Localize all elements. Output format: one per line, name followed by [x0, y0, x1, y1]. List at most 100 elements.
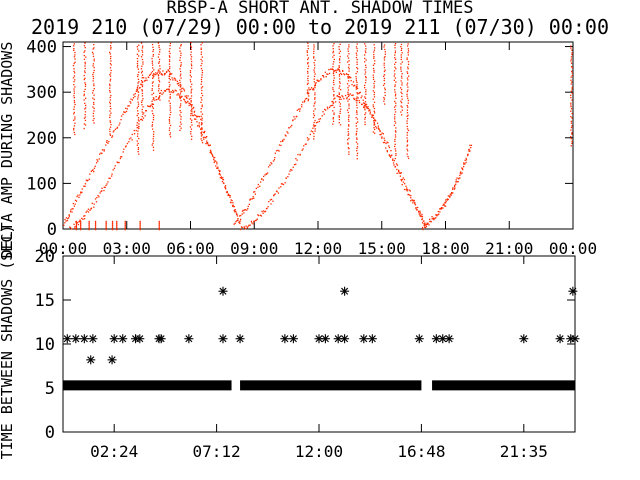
data-point — [222, 177, 224, 179]
data-point — [400, 172, 402, 174]
data-point — [412, 202, 414, 204]
data-point — [141, 58, 144, 61]
data-point — [201, 60, 203, 62]
data-point — [338, 46, 340, 48]
data-point — [405, 185, 407, 187]
data-point — [152, 103, 154, 105]
data-point — [406, 120, 408, 122]
data-point — [138, 127, 140, 130]
data-point — [91, 51, 94, 53]
data-point — [169, 42, 172, 45]
data-point — [136, 57, 139, 60]
data-point — [306, 54, 309, 56]
data-point — [109, 101, 111, 103]
data-point — [400, 91, 402, 93]
data-point — [298, 108, 300, 110]
data-point — [167, 70, 170, 72]
data-point — [286, 131, 288, 133]
data-point — [232, 202, 234, 204]
bottom-y-tick-label: 20 — [35, 247, 55, 267]
data-point — [395, 81, 397, 83]
asterisk-point — [184, 334, 194, 344]
data-point — [234, 209, 236, 211]
data-point — [179, 96, 181, 98]
data-point — [406, 71, 408, 73]
data-point — [319, 118, 322, 120]
data-point — [146, 79, 148, 81]
data-point — [406, 148, 408, 150]
data-point — [270, 162, 272, 164]
data-point — [332, 123, 334, 125]
data-point — [372, 90, 374, 92]
data-point — [385, 142, 387, 145]
data-point — [570, 56, 573, 58]
data-point — [463, 162, 465, 164]
data-point — [337, 68, 339, 70]
data-point — [116, 226, 118, 228]
data-point — [158, 81, 161, 83]
data-point — [395, 163, 398, 165]
data-point — [239, 228, 242, 231]
data-point — [257, 183, 259, 186]
data-point — [111, 222, 114, 224]
data-point — [141, 51, 144, 53]
data-point — [468, 148, 470, 151]
data-point — [191, 104, 193, 107]
data-point — [176, 80, 178, 83]
data-point — [116, 220, 118, 223]
data-point — [90, 207, 93, 209]
data-point — [307, 47, 309, 50]
data-point — [347, 134, 349, 136]
data-point — [274, 157, 276, 159]
data-point — [339, 78, 341, 80]
data-point — [169, 67, 171, 70]
data-point — [360, 97, 362, 99]
data-point — [70, 209, 72, 211]
data-point — [468, 150, 470, 152]
data-point — [216, 163, 218, 165]
data-point — [74, 227, 76, 230]
asterisk-stroke — [360, 335, 368, 343]
data-point — [449, 196, 451, 198]
data-point — [348, 114, 350, 117]
data-point — [395, 127, 397, 129]
data-point — [394, 111, 397, 113]
data-point — [171, 73, 173, 75]
data-point — [348, 44, 350, 46]
data-point — [180, 45, 182, 47]
data-point — [225, 188, 227, 190]
data-point — [151, 89, 153, 92]
data-point — [305, 143, 307, 145]
data-point — [94, 226, 97, 228]
top-x-tick-label: 06:00 — [166, 239, 214, 258]
data-point — [395, 131, 397, 133]
data-point — [339, 110, 341, 112]
data-point — [200, 108, 202, 110]
data-point — [340, 98, 342, 100]
asterisk-stroke — [157, 335, 165, 343]
bottom-y-axis-label: TIME BETWEEN SHADOWS (SEC) — [0, 225, 16, 460]
data-point — [439, 211, 441, 213]
data-point — [190, 101, 192, 103]
data-point — [383, 74, 386, 76]
data-point — [213, 157, 215, 159]
data-point — [377, 125, 379, 127]
bottom-x-tick-label: 07:12 — [193, 442, 241, 461]
data-point — [290, 126, 292, 128]
data-point — [183, 98, 185, 100]
data-point — [285, 135, 287, 137]
data-point — [80, 192, 82, 194]
data-point — [312, 89, 314, 91]
data-point — [191, 83, 193, 85]
data-point — [138, 55, 140, 57]
data-point — [137, 142, 139, 145]
data-point — [363, 106, 365, 109]
data-point — [379, 130, 381, 132]
data-point — [136, 62, 139, 65]
data-point — [401, 178, 403, 181]
data-point — [340, 89, 342, 91]
data-point — [262, 210, 265, 212]
data-point — [334, 69, 336, 72]
data-point — [103, 149, 105, 151]
data-point — [113, 167, 116, 169]
